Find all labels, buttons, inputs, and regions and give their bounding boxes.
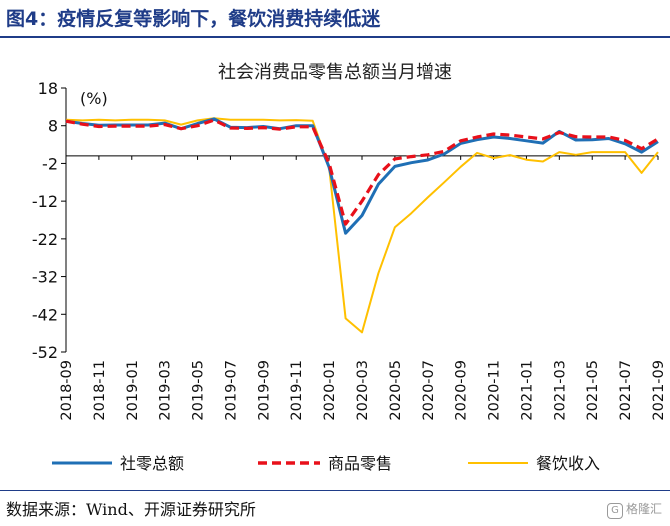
x-tick-label: 2020-07 [421,360,437,421]
source-rule [0,490,670,491]
legend: 社零总额 商品零售 餐饮收入 [52,454,600,473]
x-tick-label: 2020-11 [487,360,503,421]
unit-label: (%) [80,89,108,108]
x-tick-label: 2021-07 [618,360,634,421]
y-tick-label: -52 [32,343,58,362]
watermark-text: 格隆汇 [625,502,662,516]
x-tick-label: 2018-11 [92,360,108,421]
source-note: 数据来源：Wind、开源证券研究所 [6,500,256,519]
watermark-logo-icon: G [606,503,623,519]
x-tick-label: 2019-07 [223,360,239,421]
x-tick-label: 2020-09 [454,360,470,421]
x-tick-label: 2020-05 [388,360,404,421]
y-tick-label: -12 [32,192,58,211]
y-tick-label: -2 [42,154,58,173]
series-line-2 [65,117,659,334]
watermark: G 格隆汇 [606,500,662,519]
title-rule [0,36,670,38]
x-tick-label: 2019-01 [125,360,141,421]
x-tick-label: 2021-01 [519,360,535,421]
legend-label-2: 餐饮收入 [536,454,600,473]
x-tick-label: 2021-09 [651,360,667,421]
x-tick-label: 2018-09 [59,360,75,421]
y-tick-label: 18 [38,79,58,98]
figure-title: 图4：疫情反复等影响下，餐饮消费持续低迷 [6,8,381,30]
x-tick-label: 2019-03 [158,360,174,421]
chart-title: 社会消费品零售总额当月增速 [218,62,452,83]
line-chart: 18 8 -2 -12 -22 -32 -42 -52 2018-09 2018-11 2019-… [32,79,667,473]
x-tick-label: 2019-09 [256,360,272,421]
x-tick-label: 2021-05 [585,360,601,421]
series-line-1 [65,118,659,226]
y-tick-label: -42 [32,305,58,324]
series-layer [65,117,659,334]
x-tick-label: 2019-05 [191,360,207,421]
legend-label-1: 商品零售 [328,454,392,473]
x-tick-label: 2020-03 [355,360,371,421]
y-axis: 18 8 -2 -12 -22 -32 -42 -52 [32,79,67,362]
x-tick-label: 2019-11 [289,360,305,421]
y-tick-label: -32 [32,268,58,287]
y-tick-label: 8 [48,117,58,136]
x-tick-label: 2020-01 [322,360,338,421]
y-tick-label: -22 [32,230,58,249]
x-tick-label: 2021-03 [552,360,568,421]
legend-label-0: 社零总额 [120,454,184,473]
x-axis: 2018-09 2018-11 2019-01 2019-03 2019-05 2019-… [59,155,667,421]
